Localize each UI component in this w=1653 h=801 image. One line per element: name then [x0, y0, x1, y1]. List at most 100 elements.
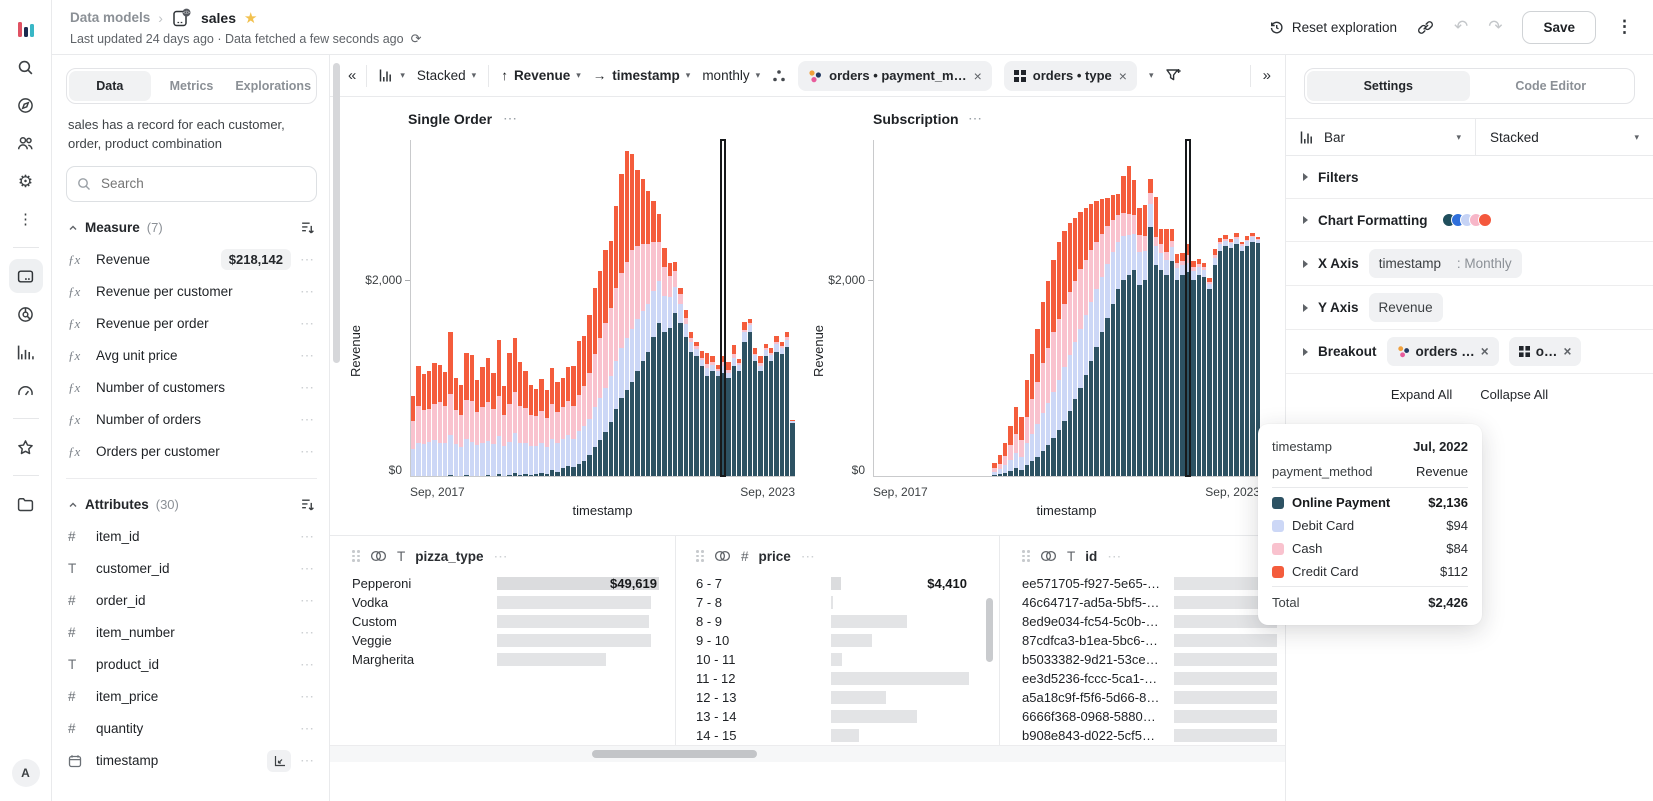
field-menu-icon[interactable]: ⋯: [1107, 547, 1123, 564]
bar[interactable]: [533, 140, 539, 476]
bar[interactable]: [619, 140, 624, 476]
sort-icon[interactable]: [300, 220, 315, 235]
bar[interactable]: [987, 140, 991, 476]
bar[interactable]: [1239, 140, 1244, 476]
rail-more-icon[interactable]: ⋮: [18, 210, 33, 228]
bar[interactable]: [885, 140, 889, 476]
bar[interactable]: [879, 140, 883, 476]
tab-settings[interactable]: Settings: [1307, 71, 1470, 101]
attribute-item[interactable]: # order_id ⋯: [66, 585, 317, 617]
bar[interactable]: [1083, 140, 1088, 476]
section-y-axis[interactable]: Y Axis Revenue: [1286, 286, 1653, 330]
bar[interactable]: [1212, 140, 1217, 476]
redo-icon[interactable]: ↷: [1488, 17, 1503, 36]
bar[interactable]: [1201, 140, 1207, 476]
drag-handle-icon[interactable]: [696, 550, 704, 562]
attributes-section-header[interactable]: Attributes (30): [68, 495, 315, 515]
measure-item[interactable]: ƒx Avg unit price ⋯: [66, 340, 317, 372]
row-menu-icon[interactable]: ⋯: [300, 720, 315, 737]
section-filters[interactable]: Filters: [1286, 156, 1653, 199]
measure-section-header[interactable]: Measure (7): [68, 218, 315, 238]
field-row[interactable]: 14 - 15: [696, 726, 969, 745]
bar[interactable]: [1013, 140, 1019, 476]
bar[interactable]: [965, 140, 969, 476]
field-row[interactable]: Custom: [352, 612, 659, 631]
bar[interactable]: [555, 140, 560, 476]
bar[interactable]: [779, 140, 785, 476]
bar[interactable]: [1228, 140, 1234, 476]
bar[interactable]: [443, 140, 448, 476]
bar[interactable]: [1121, 140, 1126, 476]
bar[interactable]: [1255, 140, 1260, 476]
drag-handle-icon[interactable]: [352, 550, 360, 562]
bar[interactable]: [1223, 140, 1228, 476]
bar[interactable]: [523, 140, 528, 476]
field-row[interactable]: 46c64717-ad5a-5bf5-…: [1022, 593, 1277, 612]
dashboard-gauge-icon[interactable]: [9, 373, 43, 407]
bar[interactable]: [726, 140, 731, 476]
field-row[interactable]: 10 - 11: [696, 650, 969, 669]
charts-icon[interactable]: [9, 335, 43, 369]
section-x-axis[interactable]: X Axis timestamp : Monthly: [1286, 242, 1653, 286]
bar[interactable]: [1099, 140, 1105, 476]
bar[interactable]: [719, 139, 727, 477]
bar[interactable]: [416, 140, 421, 476]
chart-plot-single-order[interactable]: [410, 139, 795, 477]
y-field-dropdown[interactable]: ↑ Revenue ▾: [501, 68, 581, 83]
bar[interactable]: [731, 140, 736, 476]
bar[interactable]: [678, 140, 683, 476]
bar[interactable]: [459, 140, 464, 476]
field-row[interactable]: a5a18c9f-f5f6-5d66-8…: [1022, 688, 1277, 707]
header-more-icon[interactable]: ⋮: [1616, 17, 1633, 36]
people-icon[interactable]: [9, 126, 43, 160]
bar[interactable]: [598, 140, 603, 476]
attribute-item[interactable]: # item_id ⋯: [66, 521, 317, 553]
row-menu-icon[interactable]: ⋯: [300, 443, 315, 460]
field-row[interactable]: Pepperoni $49,619: [352, 574, 659, 593]
remove-chip-icon[interactable]: ×: [973, 67, 982, 84]
bar[interactable]: [1051, 140, 1056, 476]
bar[interactable]: [710, 140, 715, 476]
data-models-icon[interactable]: [8, 259, 43, 293]
bar[interactable]: [763, 140, 769, 476]
x-field-dropdown[interactable]: → timestamp ▾: [592, 68, 691, 83]
expand-panel-icon[interactable]: »: [1262, 67, 1271, 84]
field-row[interactable]: 11 - 12: [696, 669, 969, 688]
bar[interactable]: [437, 140, 443, 476]
measure-item[interactable]: ƒx Revenue per order ⋯: [66, 308, 317, 340]
attribute-item[interactable]: # item_number ⋯: [66, 617, 317, 649]
field-row[interactable]: b5033382-9d21-53ce…: [1022, 650, 1277, 669]
vertical-scrollbar[interactable]: [333, 63, 340, 363]
bar[interactable]: [496, 140, 501, 476]
bar[interactable]: [469, 140, 475, 476]
bar[interactable]: [630, 140, 635, 476]
bar[interactable]: [1148, 140, 1153, 476]
bar[interactable]: [411, 140, 416, 476]
bar[interactable]: [874, 140, 878, 476]
row-menu-icon[interactable]: ⋯: [300, 592, 315, 609]
row-menu-icon[interactable]: ⋯: [300, 411, 315, 428]
bar[interactable]: [1126, 140, 1131, 476]
bar[interactable]: [528, 140, 533, 476]
bar[interactable]: [1244, 140, 1250, 476]
bar[interactable]: [1137, 140, 1142, 476]
bar[interactable]: [427, 140, 432, 476]
bar[interactable]: [635, 140, 640, 476]
add-filter-icon[interactable]: [1165, 67, 1182, 84]
bar[interactable]: [758, 140, 763, 476]
bar[interactable]: [949, 140, 953, 476]
bar[interactable]: [1046, 140, 1051, 476]
bar[interactable]: [549, 140, 555, 476]
bar[interactable]: [1158, 140, 1164, 476]
field-card-header[interactable]: # price ⋯: [696, 545, 969, 567]
sort-icon[interactable]: [300, 497, 315, 512]
measure-item[interactable]: ƒx Number of orders ⋯: [66, 404, 317, 436]
bar[interactable]: [517, 140, 523, 476]
horizontal-scrollbar-track[interactable]: [330, 745, 1285, 762]
bar[interactable]: [571, 140, 576, 476]
bar[interactable]: [464, 140, 469, 476]
bar[interactable]: [662, 140, 667, 476]
bar[interactable]: [785, 140, 790, 476]
bar[interactable]: [933, 140, 937, 476]
